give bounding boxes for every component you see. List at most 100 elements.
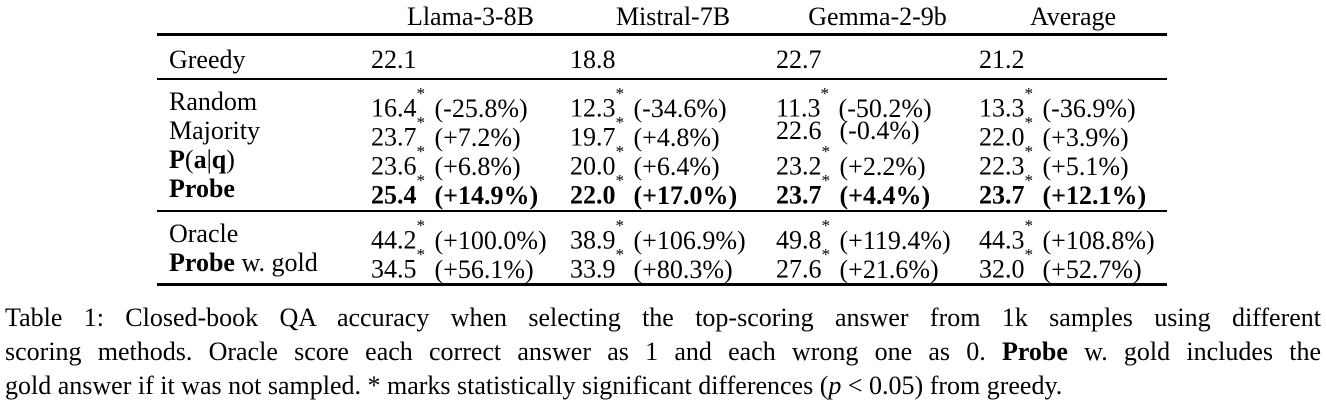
score-value: 33.9 — [570, 254, 616, 284]
probe-bold-mention: Probe — [1001, 337, 1068, 366]
significance-star: * — [416, 84, 426, 104]
delta-value: (+106.9%) — [633, 225, 746, 255]
delta-value: (+119.4%) — [839, 225, 951, 255]
delta-value: (+80.3%) — [633, 254, 733, 284]
significance-star: * — [1024, 245, 1034, 265]
table-cell: 44.3* (+108.8%) — [979, 216, 1167, 255]
delta-value: (+6.8%) — [434, 151, 521, 181]
table-caption: Table 1: Closed-book QA accuracy when se… — [5, 301, 1321, 403]
significance-star: * — [821, 245, 831, 265]
table-row-majority: Majority 23.7* (+7.2%) 19.7* (+4.8%) 22.6(… — [157, 113, 1167, 151]
delta-value: (+100.0%) — [434, 225, 547, 255]
table-cell: 27.6* (+21.6%) — [776, 245, 979, 284]
table-cell: 33.9* (+80.3%) — [570, 245, 776, 284]
math-paren: ) — [226, 145, 235, 174]
row-label: Greedy — [169, 45, 246, 74]
row-label: Probe w. gold — [157, 248, 371, 284]
table-cell: 13.3* (-36.9%) — [979, 84, 1167, 123]
score-value: 23.7 — [776, 180, 822, 210]
table-cell: 22.1 — [371, 42, 570, 78]
score-value: 21.2 — [979, 45, 1025, 74]
caption-line-3: gold answer if it was not sampled. * mar… — [5, 369, 1321, 403]
score-value: 16.4 — [371, 93, 417, 123]
delta-value: (-25.8%) — [434, 93, 528, 123]
significance-star: * — [1024, 142, 1034, 162]
p-value-symbol: p — [828, 371, 842, 400]
table-cell: 22.0* (+17.0%) — [570, 171, 776, 210]
score-value: 23.7 — [979, 180, 1025, 210]
table-cell: 49.8* (+119.4%) — [776, 216, 979, 255]
table-row-greedy: Greedy 22.1 18.8 22.7 21.2 — [157, 42, 1167, 78]
significance-star: * — [821, 171, 831, 191]
significance-star: * — [1024, 113, 1034, 133]
delta-value: (+108.8%) — [1042, 225, 1155, 255]
significance-star: * — [1024, 216, 1034, 236]
delta-value: (+21.6%) — [839, 254, 939, 284]
table-row-probe: Probe 25.4* (+14.9%) 22.0* (+17.0%) 23.7*(… — [157, 171, 1167, 209]
table-cell: 44.2* (+100.0%) — [371, 216, 570, 255]
table-cell: 21.2 — [979, 42, 1167, 78]
significance-star: * — [615, 216, 625, 236]
section-oracle: Oracle 44.2* (+100.0%) 38.9* (+106.9%) 49.… — [157, 212, 1167, 286]
caption-line-2: scoring methods. Oracle score each corre… — [5, 335, 1321, 369]
caption-text: < 0.05) from greedy. — [841, 371, 1063, 400]
delta-value: (-36.9%) — [1042, 93, 1136, 123]
table-cell: 22.0* (+3.9%) — [979, 113, 1167, 152]
significance-star: * — [1024, 84, 1034, 104]
header-spacer — [157, 0, 371, 33]
row-label: Majority — [169, 116, 260, 145]
score-value: 44.2 — [371, 225, 417, 255]
significance-star: * — [820, 84, 830, 104]
significance-star: * — [615, 84, 625, 104]
score-value: 22.0 — [570, 180, 616, 210]
caption-text: gold answer if it was not sampled. * mar… — [5, 371, 829, 400]
caption-text: w. gold includes the — [1067, 337, 1321, 366]
table-cell: 32.0* (+52.7%) — [979, 245, 1167, 284]
score-value: 22.3 — [979, 151, 1025, 181]
delta-value: (+2.2%) — [839, 151, 926, 181]
significance-star: * — [1024, 171, 1034, 191]
table-row-random: Random 16.4* (-25.8%) 12.3* (-34.6%) 11.3*… — [157, 84, 1167, 122]
table-cell: 16.4* (-25.8%) — [371, 84, 570, 123]
math-bar: | — [206, 145, 212, 174]
score-value: 27.6 — [776, 254, 822, 284]
score-value: 18.8 — [570, 45, 616, 74]
score-value: 22.1 — [371, 45, 417, 74]
delta-value: (+56.1%) — [434, 254, 534, 284]
delta-value: (+4.4%) — [839, 180, 931, 210]
column-header-average: Average — [1029, 2, 1117, 31]
delta-value: (+3.9%) — [1042, 122, 1129, 152]
delta-value: (-34.6%) — [633, 93, 727, 123]
math-paren: ( — [184, 145, 194, 174]
score-value: 49.8 — [776, 225, 822, 255]
score-value: 11.3 — [776, 93, 821, 123]
table-cell: 18.8 — [570, 42, 776, 78]
delta-value: (-0.4%) — [839, 116, 920, 145]
score-value: 19.7 — [570, 122, 616, 152]
delta-value: (+17.0%) — [633, 180, 738, 210]
delta-value: (+12.1%) — [1042, 180, 1147, 210]
significance-star: * — [821, 216, 831, 236]
score-value: 32.0 — [979, 254, 1025, 284]
delta-value: (+14.9%) — [434, 180, 539, 210]
score-value: 34.5 — [371, 254, 417, 284]
significance-star: * — [416, 171, 426, 191]
table-row-p-a-q: P(a|q) 23.6* (+6.8%) 20.0* (+6.4%) 23.2* (+… — [157, 142, 1167, 180]
score-value: 23.7 — [371, 122, 417, 152]
significance-star: * — [615, 171, 625, 191]
probe-bold-label: Probe — [169, 248, 235, 277]
table-cell: 23.7* (+4.4%) — [776, 171, 979, 210]
delta-value: (-50.2%) — [838, 93, 932, 123]
table-cell: 25.4* (+14.9%) — [371, 171, 570, 210]
table-cell: 19.7* (+4.8%) — [570, 113, 776, 152]
table-cell: 20.0* (+6.4%) — [570, 142, 776, 180]
table-cell: 22.6 (-0.4%) — [776, 116, 979, 152]
significance-star: * — [416, 216, 426, 236]
column-header-gemma: Gemma-2-9b — [808, 2, 947, 31]
significance-star: * — [416, 245, 426, 265]
table-cell: 38.9* (+106.9%) — [570, 216, 776, 255]
column-header-mistral: Mistral-7B — [615, 2, 731, 31]
score-value: 13.3 — [979, 93, 1025, 123]
table-header-row: Llama-3-8B Mistral-7B Gemma-2-9b Average — [157, 0, 1167, 36]
